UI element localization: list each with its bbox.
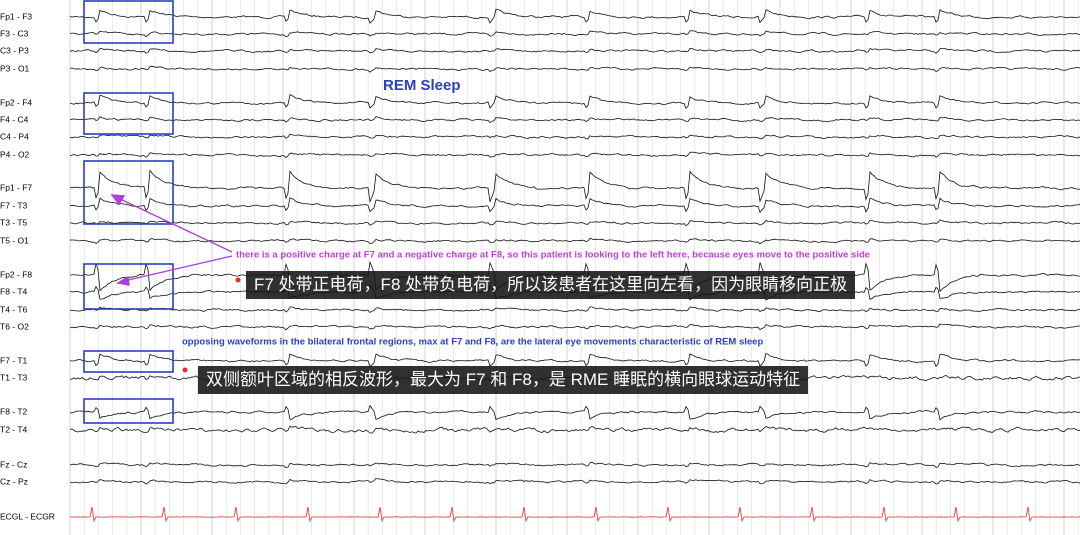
eeg-trace xyxy=(69,425,1080,434)
channel-label: T2 - T4 xyxy=(0,424,28,434)
eeg-trace xyxy=(69,237,1080,245)
highlight-box xyxy=(83,263,174,310)
highlight-box xyxy=(83,350,174,373)
channel-label: C3 - P3 xyxy=(0,45,29,55)
annotation: opposing waveforms in the bilateral fron… xyxy=(182,337,763,348)
ecg-trace xyxy=(70,506,1080,523)
eeg-trace xyxy=(69,8,1080,24)
bullet xyxy=(182,367,188,373)
channel-label: T5 - O1 xyxy=(0,235,29,245)
channel-label: Fp2 - F8 xyxy=(0,269,32,279)
eeg-trace xyxy=(69,30,1080,38)
channel-label: T4 - T6 xyxy=(0,304,28,314)
channel-label: Fp1 - F3 xyxy=(0,11,32,21)
highlight-box xyxy=(83,0,174,44)
channel-label: T6 - O2 xyxy=(0,321,29,331)
grid xyxy=(69,0,1079,535)
channel-label: F8 - T2 xyxy=(0,406,28,416)
eeg-trace xyxy=(69,65,1080,73)
eeg-trace xyxy=(69,116,1080,124)
channel-label: F3 - C3 xyxy=(0,28,29,38)
channel-label: P3 - O1 xyxy=(0,63,30,73)
channel-label: T1 - T3 xyxy=(0,372,28,382)
highlight-box xyxy=(83,92,174,135)
channel-label: P4 - O2 xyxy=(0,149,30,159)
channel-label: F7 - T3 xyxy=(0,200,28,210)
channel-label: C4 - P4 xyxy=(0,131,29,141)
channel-label: F7 - T1 xyxy=(0,355,28,365)
eeg-trace xyxy=(69,306,1080,314)
arrow xyxy=(117,197,233,253)
channel-label: Fz - Cz xyxy=(0,459,27,469)
eeg-trace xyxy=(69,352,1080,368)
eeg-trace xyxy=(69,219,1080,227)
channel-label: F4 - C4 xyxy=(0,114,29,124)
channel-label: Fp2 - F4 xyxy=(0,97,32,107)
arrows xyxy=(110,194,233,286)
channel-label: ECGL - ECGR xyxy=(0,511,55,521)
channel-label: F8 - T4 xyxy=(0,286,28,296)
highlight-box xyxy=(83,398,174,424)
arrow-head xyxy=(116,275,130,286)
eeg-trace xyxy=(69,404,1080,421)
title: REM Sleep xyxy=(383,77,461,94)
eeg-trace xyxy=(69,197,1080,214)
eeg-trace xyxy=(69,47,1080,54)
caption: F7 处带正电荷，F8 处带负电荷，所以该患者在这里向左看，因为眼睛移向正极 xyxy=(246,271,856,299)
arrow xyxy=(123,255,233,282)
channel-label: T3 - T5 xyxy=(0,217,28,227)
eeg-trace xyxy=(69,323,1080,331)
traces xyxy=(69,8,1080,523)
eeg-trace xyxy=(69,169,1080,204)
eeg-trace xyxy=(69,133,1080,140)
bullet xyxy=(235,277,241,283)
eeg-trace xyxy=(69,461,1080,469)
eeg-trace xyxy=(69,94,1080,110)
annotation: there is a positive charge at F7 and a n… xyxy=(236,250,870,261)
eeg-trace xyxy=(69,151,1080,159)
highlight-boxes xyxy=(83,0,174,424)
caption: 双侧额叶区域的相反波形，最大为 F7 和 F8，是 RME 睡眠的横向眼球运动特… xyxy=(198,366,809,394)
arrow-head xyxy=(110,194,126,206)
eeg-trace xyxy=(69,477,1080,485)
channel-label: Fp1 - F7 xyxy=(0,182,32,192)
highlight-box xyxy=(83,160,174,225)
channel-label: Cz - Pz xyxy=(0,476,28,486)
